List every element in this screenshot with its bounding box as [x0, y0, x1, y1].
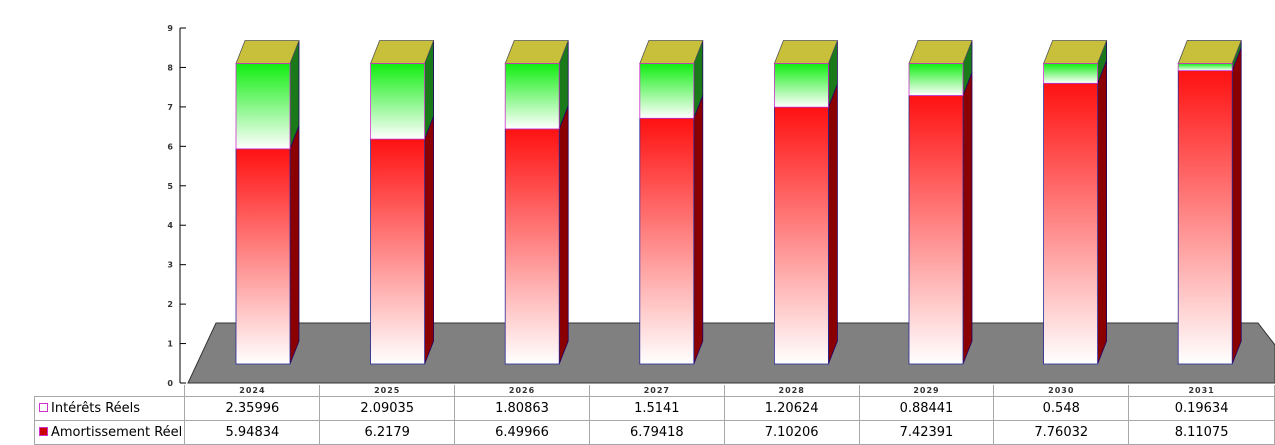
table-cell: 2.09035 [319, 396, 456, 421]
table-header-row: 2024 2025 2026 2027 2028 2029 2030 2031 [35, 385, 1275, 397]
table-cell: 0.548 [993, 396, 1130, 421]
series-label: Amortissement Réel [33, 420, 186, 445]
bar-side-amortissement [1231, 47, 1242, 365]
y-tick-label: 8 [167, 63, 173, 72]
bar-2027 [639, 40, 704, 365]
bar-top-cap [504, 40, 569, 64]
bar-interets [370, 63, 426, 140]
series-label: Intérêts Réels [33, 396, 186, 421]
table-header-2024: 2024 [184, 385, 321, 397]
bar-amortissement [908, 95, 964, 365]
bar-interets [504, 63, 560, 130]
y-tick-label: 9 [167, 24, 173, 33]
bar-top-cap [908, 40, 973, 64]
bar-side-amortissement [424, 115, 435, 365]
table-cell: 8.11075 [1128, 420, 1275, 445]
bar-side-amortissement [693, 95, 704, 365]
table-cell: 1.20624 [723, 396, 860, 421]
bar-side-amortissement [1097, 60, 1107, 365]
bar-side-amortissement [828, 83, 838, 365]
table-cell: 6.49966 [454, 420, 590, 445]
table-cell: 6.79418 [588, 420, 725, 445]
table-row: Intérêts Réels 2.35996 2.09035 1.80863 1.514… [33, 396, 1275, 421]
table-header-2026: 2026 [454, 385, 590, 397]
table-header-2031: 2031 [1128, 385, 1275, 397]
bar-amortissement [774, 106, 829, 365]
bar-top-cap [235, 40, 300, 64]
bar-amortissement [504, 128, 560, 365]
bar-side-amortissement [558, 105, 569, 365]
bar-2031 [1177, 40, 1242, 365]
series-name: Amortissement Réel [51, 425, 183, 440]
table-cell: 0.88441 [858, 396, 995, 421]
bar-2030 [1043, 40, 1108, 365]
series-name: Intérêts Réels [51, 401, 141, 416]
chart-floor [187, 322, 1275, 384]
table-row: Amortissement Réel 5.94834 6.2179 6.49966 6.… [33, 420, 1275, 445]
table-header-2027: 2027 [588, 385, 725, 397]
table-cell: 7.42391 [858, 420, 995, 445]
table-cell: 6.2179 [319, 420, 456, 445]
table-corner [35, 385, 185, 397]
table-header-2030: 2030 [993, 385, 1130, 397]
y-tick-label: 5 [167, 182, 173, 191]
bar-interets [1177, 63, 1233, 72]
y-tick-label: 2 [167, 300, 173, 309]
legend-swatch-icon [39, 427, 48, 436]
y-tick-label: 7 [167, 103, 173, 112]
bar-top-cap [1043, 40, 1108, 64]
bar-interets [1043, 63, 1098, 84]
bar-amortissement [370, 138, 426, 365]
table-cell: 1.5141 [588, 396, 725, 421]
table-cell: 1.80863 [454, 396, 590, 421]
bar-side-amortissement [962, 72, 973, 365]
y-tick-label: 4 [167, 221, 173, 230]
bar-interets [908, 63, 964, 96]
bar-amortissement [1177, 70, 1233, 365]
legend-swatch-icon [39, 403, 48, 412]
table-cell: 5.94834 [184, 420, 321, 445]
bar-top-cap [1177, 40, 1242, 64]
table-cell: 0.19634 [1128, 396, 1275, 421]
y-tick-label: 3 [167, 261, 173, 270]
bar-2025 [370, 40, 435, 365]
y-tick-label: 0 [167, 379, 173, 388]
bar-2029 [908, 40, 973, 365]
bar-2028 [773, 40, 838, 365]
bar-amortissement [235, 148, 291, 365]
bar-amortissement [639, 117, 695, 365]
bar-interets [235, 63, 291, 150]
y-tick-label: 6 [167, 142, 173, 151]
table-cell: 7.76032 [993, 420, 1130, 445]
table-header-2025: 2025 [319, 385, 456, 397]
data-table: 2024 2025 2026 2027 2028 2029 2030 2031 Intérêt… [33, 385, 1275, 445]
table-cell: 7.10206 [723, 420, 860, 445]
bar-2024 [235, 40, 300, 365]
bar-amortissement [1043, 82, 1098, 365]
table-cell: 2.35996 [184, 396, 321, 421]
table-header-2029: 2029 [858, 385, 995, 397]
bar-2026 [504, 40, 569, 365]
bar-top-cap [370, 40, 435, 64]
bar-interets [774, 63, 829, 108]
y-tick-label: 1 [167, 340, 173, 349]
bar-interets [639, 63, 695, 119]
bar-top-cap [773, 40, 838, 64]
bar-side-amortissement [289, 125, 300, 365]
table-header-2028: 2028 [723, 385, 860, 397]
bar-top-cap [639, 40, 704, 64]
